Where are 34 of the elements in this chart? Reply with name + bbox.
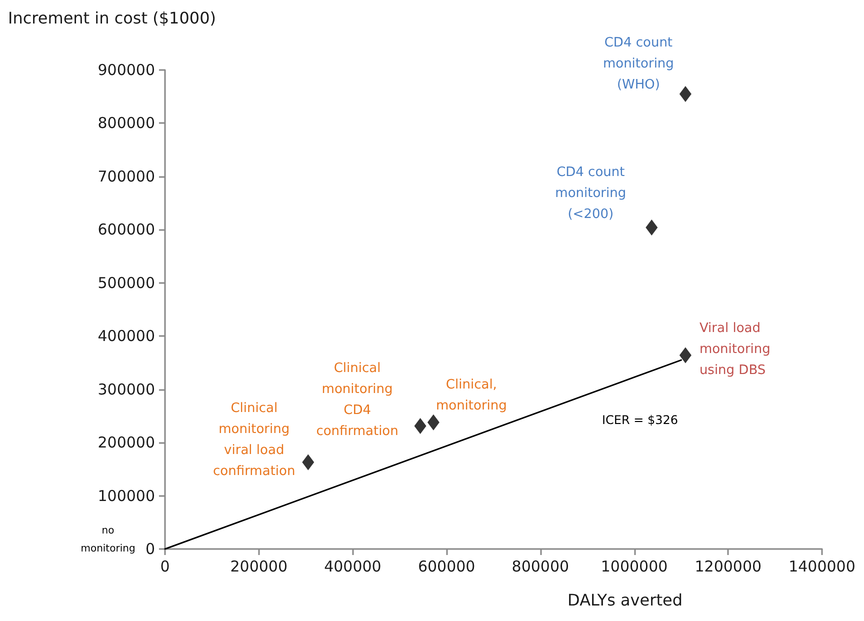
annotation: Clinical monitoring viral load confirmation bbox=[213, 401, 296, 480]
annotation: CD4 count monitoring (WHO) bbox=[602, 35, 674, 92]
y-tick-label: 300000 bbox=[98, 380, 155, 398]
x-tick-label: 1200000 bbox=[694, 558, 762, 576]
annotation: no monitoring bbox=[80, 526, 136, 554]
y-tick-label: 700000 bbox=[98, 167, 155, 186]
x-tick-label: 400000 bbox=[324, 558, 382, 576]
annotation: Viral load monitoring using DBS bbox=[699, 320, 770, 378]
y-tick-label: 500000 bbox=[98, 274, 155, 292]
annotation: Clinical, monitoring bbox=[436, 377, 507, 414]
point bbox=[427, 414, 440, 430]
x-axis-title: DALYs averted bbox=[568, 590, 682, 610]
x-tick-label: 200000 bbox=[230, 558, 288, 576]
point bbox=[679, 86, 692, 102]
annotation: ICER = $326 bbox=[602, 413, 678, 427]
point bbox=[646, 220, 658, 236]
annotation: CD4 count monitoring (<200) bbox=[555, 165, 626, 222]
y-axis-title: Increment in cost ($1000) bbox=[8, 8, 216, 28]
point bbox=[679, 347, 692, 364]
x-tick-label: 0 bbox=[160, 558, 170, 576]
y-tick-label: 400000 bbox=[98, 327, 155, 346]
annotation: Clinical monitoring CD4 confirmation bbox=[316, 361, 398, 440]
y-tick-label: 900000 bbox=[98, 61, 155, 79]
x-tick-label: 1400000 bbox=[788, 558, 856, 576]
x-tick-label: 600000 bbox=[418, 558, 476, 576]
y-tick-label: 0 bbox=[145, 540, 155, 558]
x-tick-label: 800000 bbox=[512, 558, 570, 576]
y-tick-label: 800000 bbox=[98, 114, 155, 132]
y-tick-label: 600000 bbox=[98, 220, 155, 239]
point bbox=[302, 454, 314, 470]
x-tick-label: 1000000 bbox=[600, 558, 668, 576]
y-tick-label: 200000 bbox=[98, 434, 155, 452]
point bbox=[414, 418, 426, 434]
y-tick-label: 100000 bbox=[98, 486, 155, 505]
